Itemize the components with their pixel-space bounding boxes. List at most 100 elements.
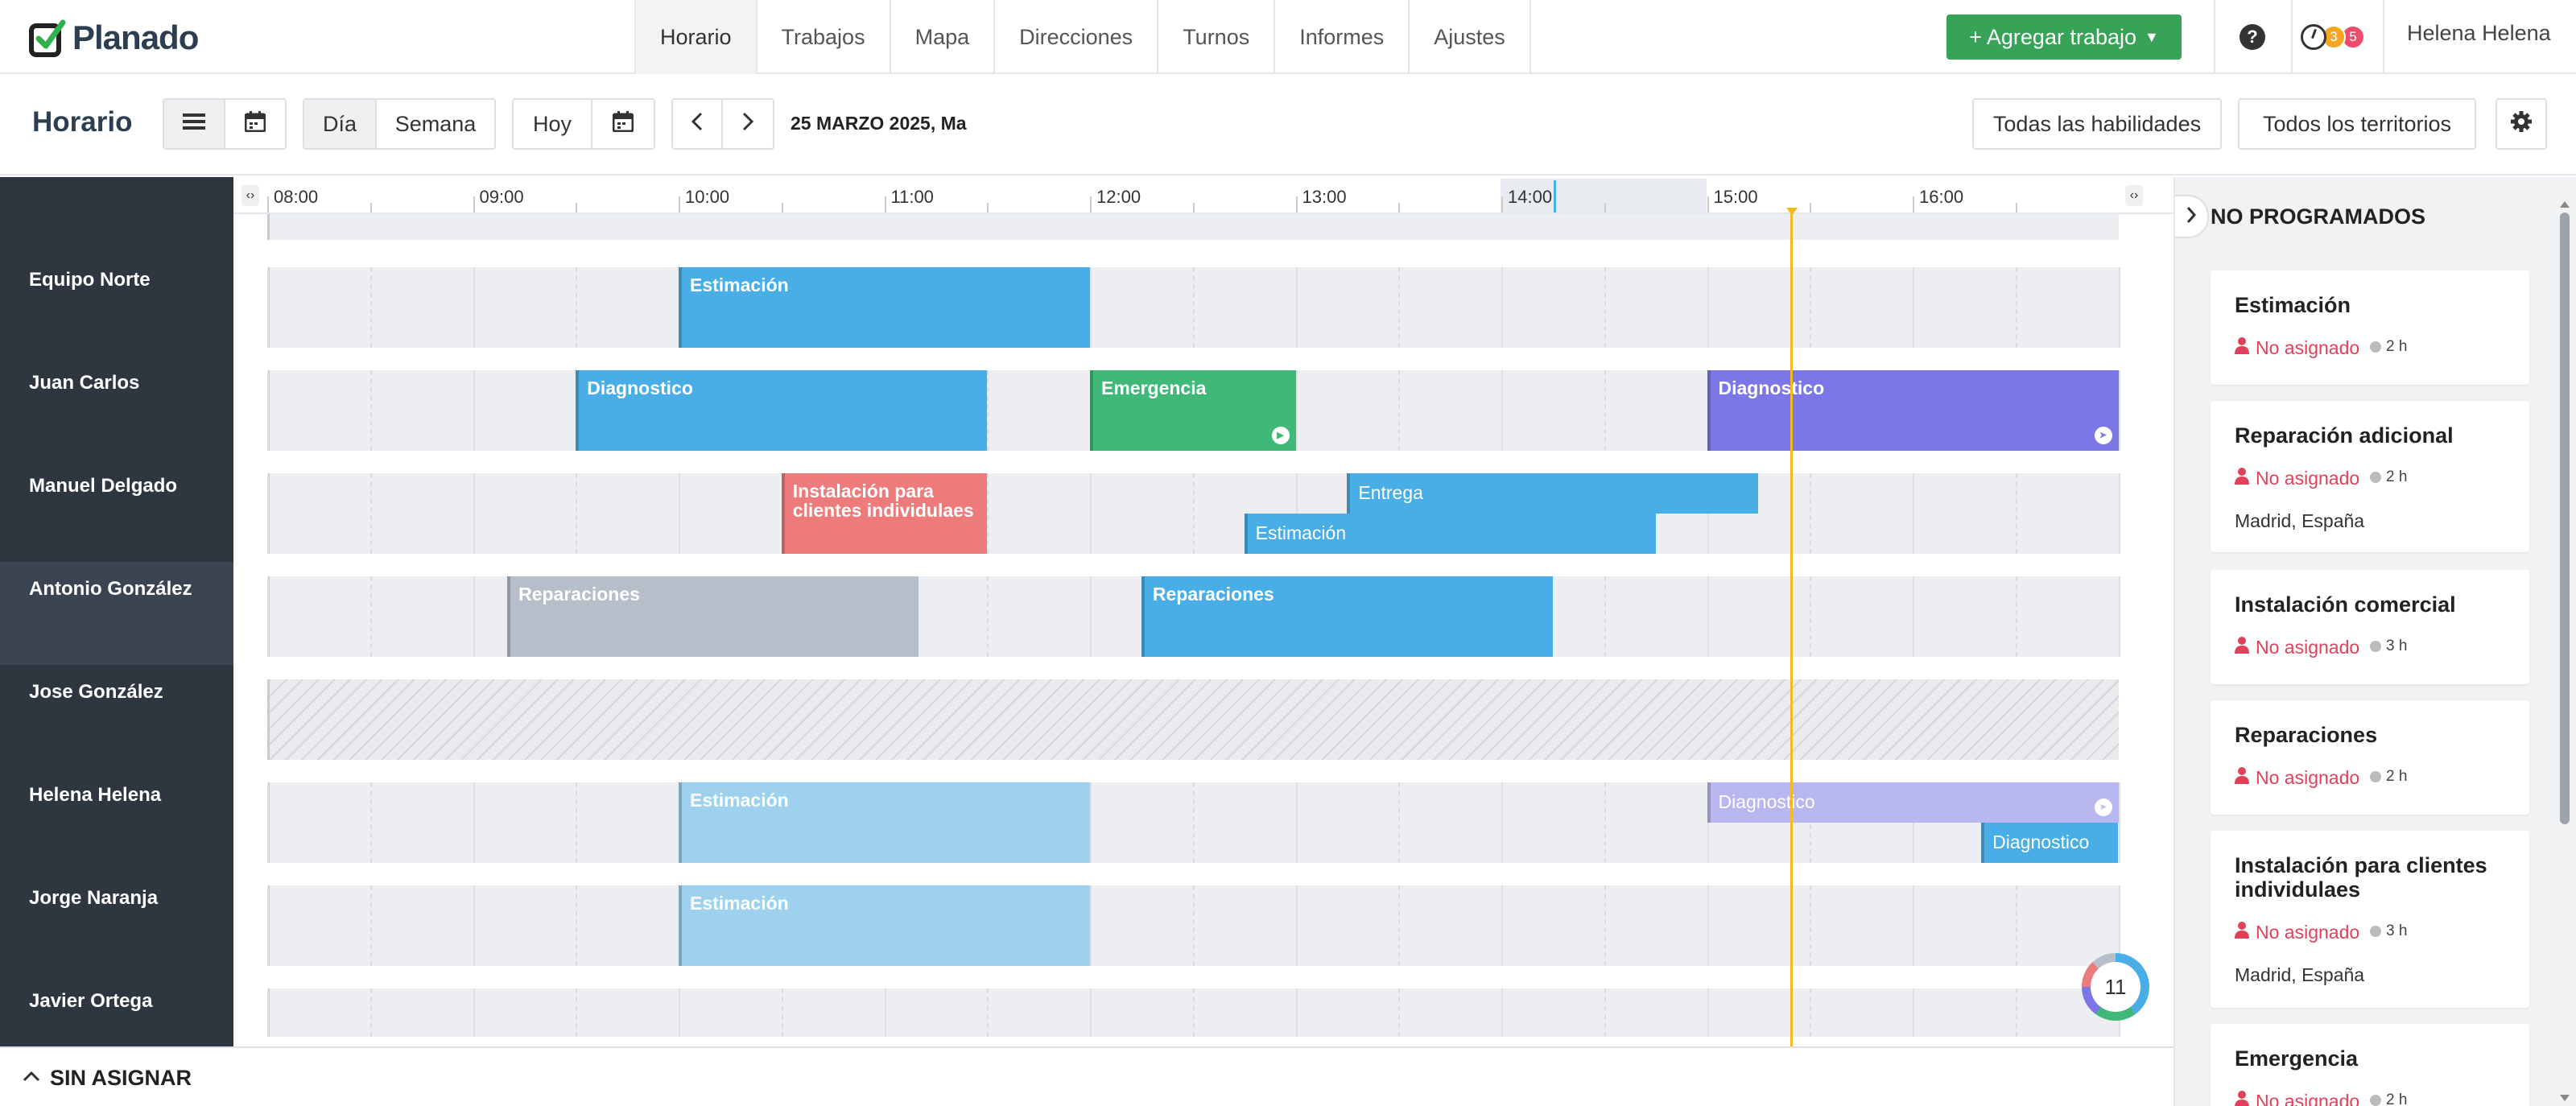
list-view-button[interactable]: [164, 100, 225, 148]
scroll-right-button[interactable]: ‹›: [2125, 185, 2143, 206]
grid-line: [473, 576, 475, 657]
card-assignee[interactable]: No asignado: [2235, 1090, 2359, 1106]
card-title: Emergencia: [2235, 1046, 2359, 1071]
tab-ajustes[interactable]: Ajustes: [1410, 0, 1531, 74]
job-block[interactable]: Estimación: [679, 885, 1090, 966]
scroll-down-arrow[interactable]: [2560, 1095, 2570, 1101]
job-block[interactable]: Emergencia ▶: [1090, 370, 1296, 451]
job-block[interactable]: Estimación: [1244, 514, 1656, 554]
tab-horario[interactable]: Horario: [636, 0, 758, 74]
grid-line: [2118, 782, 2120, 863]
grid-line: [1398, 370, 1401, 451]
job-block[interactable]: Instalación para clientes individulaes: [781, 473, 988, 554]
card-duration: 3 h: [2370, 922, 2407, 940]
job-block[interactable]: Estimación: [679, 267, 1090, 348]
grid-line: [1604, 988, 1606, 1037]
grid-line: [2118, 370, 2120, 451]
resource-row[interactable]: Manuel Delgado: [0, 459, 233, 562]
unscheduled-card[interactable]: Instalación para clientes individulaes No…: [2211, 831, 2529, 1008]
week-view-button[interactable]: Semana: [394, 111, 477, 136]
unscheduled-card[interactable]: Reparación adicional No asignado 2 h Madrid…: [2211, 401, 2529, 552]
date-picker-button[interactable]: [592, 100, 654, 148]
job-title: Estimación: [690, 893, 789, 914]
skills-filter[interactable]: Todas las habilidades: [1972, 98, 2222, 150]
help-icon[interactable]: ?: [2240, 24, 2265, 50]
card-title: Instalación comercial: [2235, 592, 2456, 617]
add-job-button[interactable]: + Agregar trabajo ▼: [1946, 14, 2182, 60]
panel-scrollbar[interactable]: [2558, 201, 2571, 1106]
resource-row[interactable]: Javier Ortega: [0, 974, 233, 1077]
grid-line: [1810, 267, 1812, 348]
job-block[interactable]: Reparaciones: [1141, 576, 1553, 657]
grid-line: [267, 370, 269, 451]
schedule-lane[interactable]: [267, 473, 2120, 554]
card-assignee[interactable]: No asignado: [2235, 467, 2359, 489]
card-assignee[interactable]: No asignado: [2235, 766, 2359, 789]
tab-trabajos[interactable]: Trabajos: [758, 0, 891, 74]
grid-line: [369, 885, 372, 966]
job-block[interactable]: Diagnostico ➤: [1707, 370, 2119, 451]
grid-line: [473, 473, 475, 554]
unscheduled-card[interactable]: Reparaciones No asignado 2 h: [2211, 700, 2529, 815]
unscheduled-card[interactable]: Estimación No asignado 2 h: [2211, 270, 2529, 385]
resource-name: Jorge Naranja: [29, 887, 159, 909]
resource-row[interactable]: Juan Carlos: [0, 356, 233, 459]
prev-day-button[interactable]: [673, 100, 723, 148]
resource-row[interactable]: Helena Helena: [0, 768, 233, 871]
caret-down-icon: ▼: [2145, 28, 2159, 45]
grid-line: [2015, 473, 2017, 554]
grid-line: [369, 370, 372, 451]
grid-line: [369, 473, 372, 554]
job-block[interactable]: Diagnostico: [576, 370, 988, 451]
job-block[interactable]: Entrega: [1347, 473, 1759, 514]
grid-line: [1090, 782, 1092, 863]
user-menu[interactable]: Helena Helena: [2407, 21, 2551, 45]
day-view-button[interactable]: Día: [304, 100, 377, 148]
tab-informes[interactable]: Informes: [1275, 0, 1410, 74]
grid-line: [1501, 370, 1503, 451]
next-day-button[interactable]: [723, 100, 773, 148]
schedule-timeline[interactable]: ‹› 08:00 09:00 10:00 11:00 12:00 13:00 14:00 15…: [233, 177, 2174, 1046]
job-block[interactable]: Estimación: [679, 782, 1090, 863]
notifications[interactable]: 3 5: [2301, 23, 2365, 52]
schedule-lane[interactable]: [267, 885, 2120, 966]
unassigned-bar[interactable]: SIN ASIGNAR: [0, 1046, 2174, 1106]
calendar-view-button[interactable]: [225, 100, 285, 148]
today-group: Hoy: [512, 98, 655, 150]
card-assignee[interactable]: No asignado: [2235, 636, 2359, 658]
unscheduled-card[interactable]: Instalación comercial No asignado 3 h: [2211, 570, 2529, 684]
today-button[interactable]: Hoy: [514, 100, 592, 148]
settings-button[interactable]: [2496, 98, 2547, 150]
card-location: Madrid, España: [2235, 510, 2365, 531]
schedule-lane[interactable]: [267, 267, 2120, 348]
chevron-left-icon: [691, 112, 703, 137]
card-assignee[interactable]: No asignado: [2235, 336, 2359, 359]
hour-label: 09:00: [479, 187, 524, 207]
collapse-panel-button[interactable]: [2175, 195, 2209, 238]
resource-row[interactable]: Antonio González: [0, 562, 233, 665]
resource-row[interactable]: Equipo Norte: [0, 253, 233, 356]
logo[interactable]: Planado: [29, 16, 199, 60]
grid-line: [473, 370, 475, 451]
grid-line: [1192, 267, 1195, 348]
scroll-left-button[interactable]: ‹›: [242, 185, 259, 206]
job-count-badge[interactable]: 11: [2082, 953, 2149, 1021]
resource-row[interactable]: Jorge Naranja: [0, 871, 233, 974]
job-block[interactable]: Diagnostico: [1981, 823, 2119, 863]
unscheduled-card[interactable]: Emergencia No asignado 2 h: [2211, 1024, 2529, 1106]
card-assignee[interactable]: No asignado: [2235, 921, 2359, 943]
schedule-lane[interactable]: [267, 988, 2120, 1037]
navigate-icon: ➤: [2094, 799, 2112, 816]
unavailable-lane[interactable]: [267, 679, 2119, 760]
scrollbar-thumb[interactable]: [2560, 213, 2570, 824]
territories-filter[interactable]: Todos los territorios: [2238, 98, 2476, 150]
resource-row[interactable]: Jose González: [0, 665, 233, 768]
job-block[interactable]: Reparaciones: [507, 576, 919, 657]
grid-line: [267, 576, 269, 657]
tab-direcciones[interactable]: Direcciones: [995, 0, 1159, 74]
chevron-right-icon: [2186, 206, 2197, 228]
tab-mapa[interactable]: Mapa: [891, 0, 996, 74]
scroll-up-arrow[interactable]: [2560, 201, 2570, 208]
job-block[interactable]: Diagnostico ➤: [1707, 782, 2119, 823]
tab-turnos[interactable]: Turnos: [1158, 0, 1276, 74]
